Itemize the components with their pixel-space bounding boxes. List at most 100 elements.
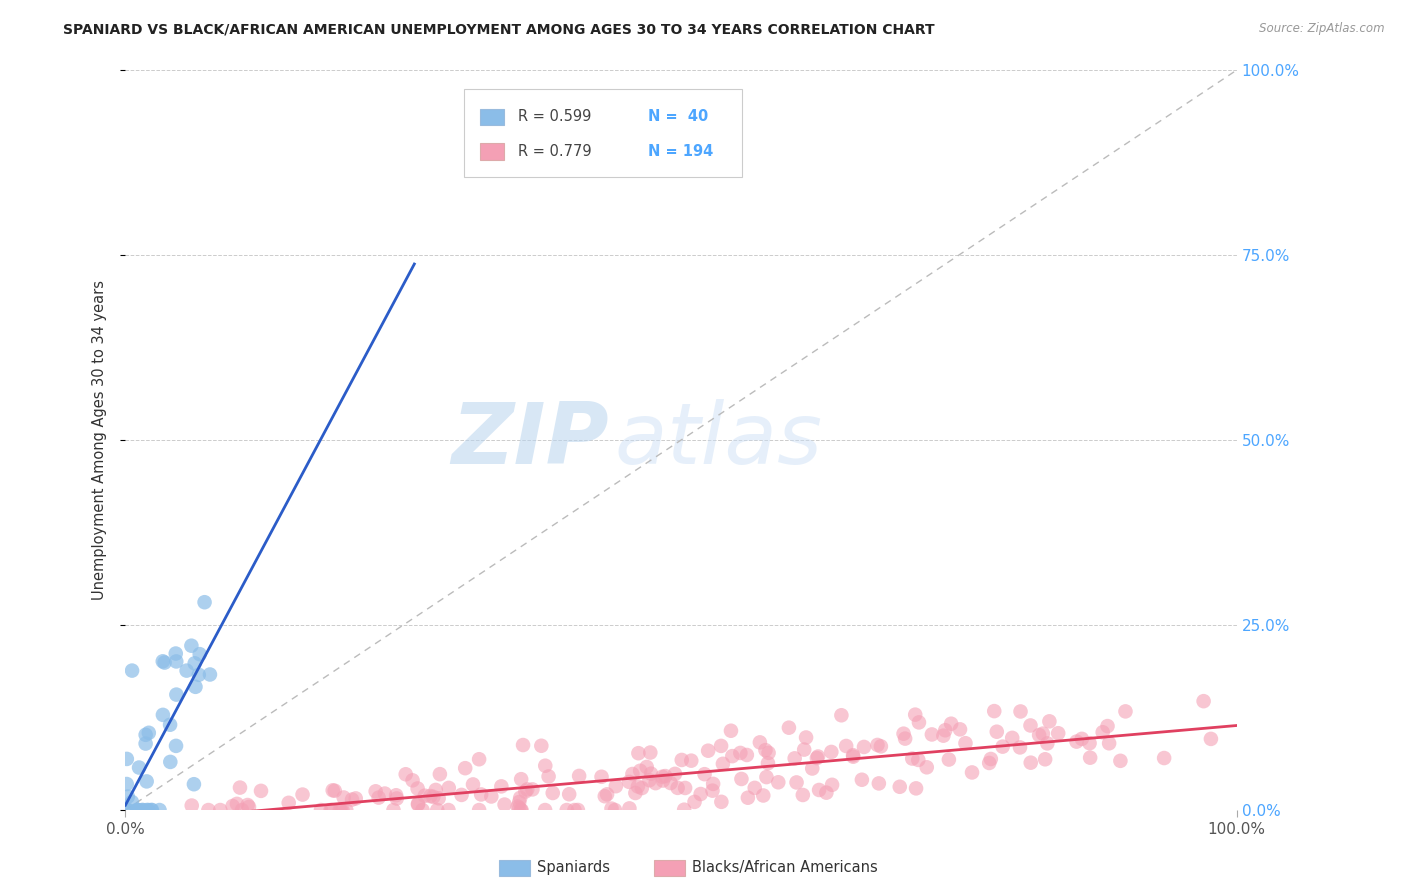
Point xyxy=(332,790,354,805)
Point xyxy=(115,803,138,817)
Point xyxy=(960,765,983,780)
Point xyxy=(1078,750,1101,764)
Point xyxy=(1019,718,1042,732)
Point xyxy=(794,731,817,745)
Point xyxy=(640,746,662,760)
Point xyxy=(853,739,876,754)
Point xyxy=(530,739,553,753)
Point xyxy=(564,803,586,817)
Point xyxy=(494,797,516,812)
Text: N = 194: N = 194 xyxy=(648,144,713,159)
Point xyxy=(323,783,346,797)
Y-axis label: Unemployment Among Ages 30 to 34 years: Unemployment Among Ages 30 to 34 years xyxy=(93,280,107,600)
Text: atlas: atlas xyxy=(614,399,823,482)
Point xyxy=(901,751,924,765)
Point xyxy=(522,782,544,797)
Point xyxy=(135,803,157,817)
Point xyxy=(640,766,662,780)
Point xyxy=(673,803,696,817)
Point xyxy=(165,688,187,702)
Point xyxy=(666,780,689,795)
Point xyxy=(437,803,460,817)
Point xyxy=(778,721,800,735)
Point xyxy=(821,778,844,792)
Point xyxy=(132,803,155,817)
Point xyxy=(603,803,626,817)
Point xyxy=(183,657,205,671)
Point xyxy=(429,767,451,781)
Point xyxy=(184,680,207,694)
Point xyxy=(231,803,253,817)
Point xyxy=(979,756,1001,770)
Point xyxy=(411,803,433,817)
Point xyxy=(422,789,444,804)
Point xyxy=(115,777,138,791)
Point xyxy=(702,783,724,797)
Point xyxy=(277,796,299,810)
Point xyxy=(385,791,408,805)
Point xyxy=(842,748,865,763)
Point xyxy=(188,647,211,661)
Point xyxy=(401,773,423,788)
Text: Blacks/African Americans: Blacks/African Americans xyxy=(692,860,877,874)
Point xyxy=(1199,731,1222,746)
Point xyxy=(534,803,557,817)
Text: ZIP: ZIP xyxy=(451,399,609,482)
Point xyxy=(921,727,943,741)
Point xyxy=(905,781,928,796)
Point xyxy=(344,791,367,805)
Point xyxy=(413,789,436,803)
Point xyxy=(1019,756,1042,770)
Point xyxy=(141,803,163,817)
Point xyxy=(644,776,666,790)
Point xyxy=(512,738,534,752)
Point xyxy=(121,664,143,678)
Point xyxy=(842,749,865,764)
Point xyxy=(291,788,314,802)
Point xyxy=(491,780,513,794)
Point xyxy=(908,715,931,730)
Point xyxy=(406,797,429,812)
Point xyxy=(939,716,962,731)
Point xyxy=(756,756,779,771)
FancyBboxPatch shape xyxy=(479,109,505,125)
Point xyxy=(127,803,149,817)
Point xyxy=(934,723,956,738)
Point xyxy=(165,655,187,669)
Point xyxy=(893,727,915,741)
Point xyxy=(537,769,560,783)
Point xyxy=(949,723,972,737)
Point xyxy=(468,803,491,817)
Point xyxy=(721,749,744,764)
Point xyxy=(624,786,647,800)
Point xyxy=(907,753,929,767)
Point xyxy=(986,724,1008,739)
Point xyxy=(426,803,449,817)
Point xyxy=(793,742,815,756)
Point xyxy=(364,784,387,798)
Point xyxy=(187,668,209,682)
Point xyxy=(135,774,157,789)
Point xyxy=(1066,734,1088,748)
Point xyxy=(673,780,696,795)
Point xyxy=(198,667,221,681)
Point xyxy=(683,795,706,809)
Point xyxy=(510,772,533,787)
Point xyxy=(638,773,661,788)
Point xyxy=(689,787,711,801)
Point xyxy=(806,751,828,765)
Point xyxy=(1008,740,1031,755)
Point xyxy=(807,749,830,764)
Point xyxy=(1001,731,1024,745)
Point xyxy=(786,775,808,789)
Point xyxy=(627,746,650,760)
Point xyxy=(468,752,491,766)
Point xyxy=(627,780,650,794)
Point xyxy=(1153,751,1175,765)
Point xyxy=(593,789,616,804)
Text: N =  40: N = 40 xyxy=(648,109,709,124)
Point xyxy=(340,792,363,806)
Point xyxy=(1098,736,1121,750)
Point xyxy=(659,776,682,790)
Point xyxy=(783,751,806,765)
